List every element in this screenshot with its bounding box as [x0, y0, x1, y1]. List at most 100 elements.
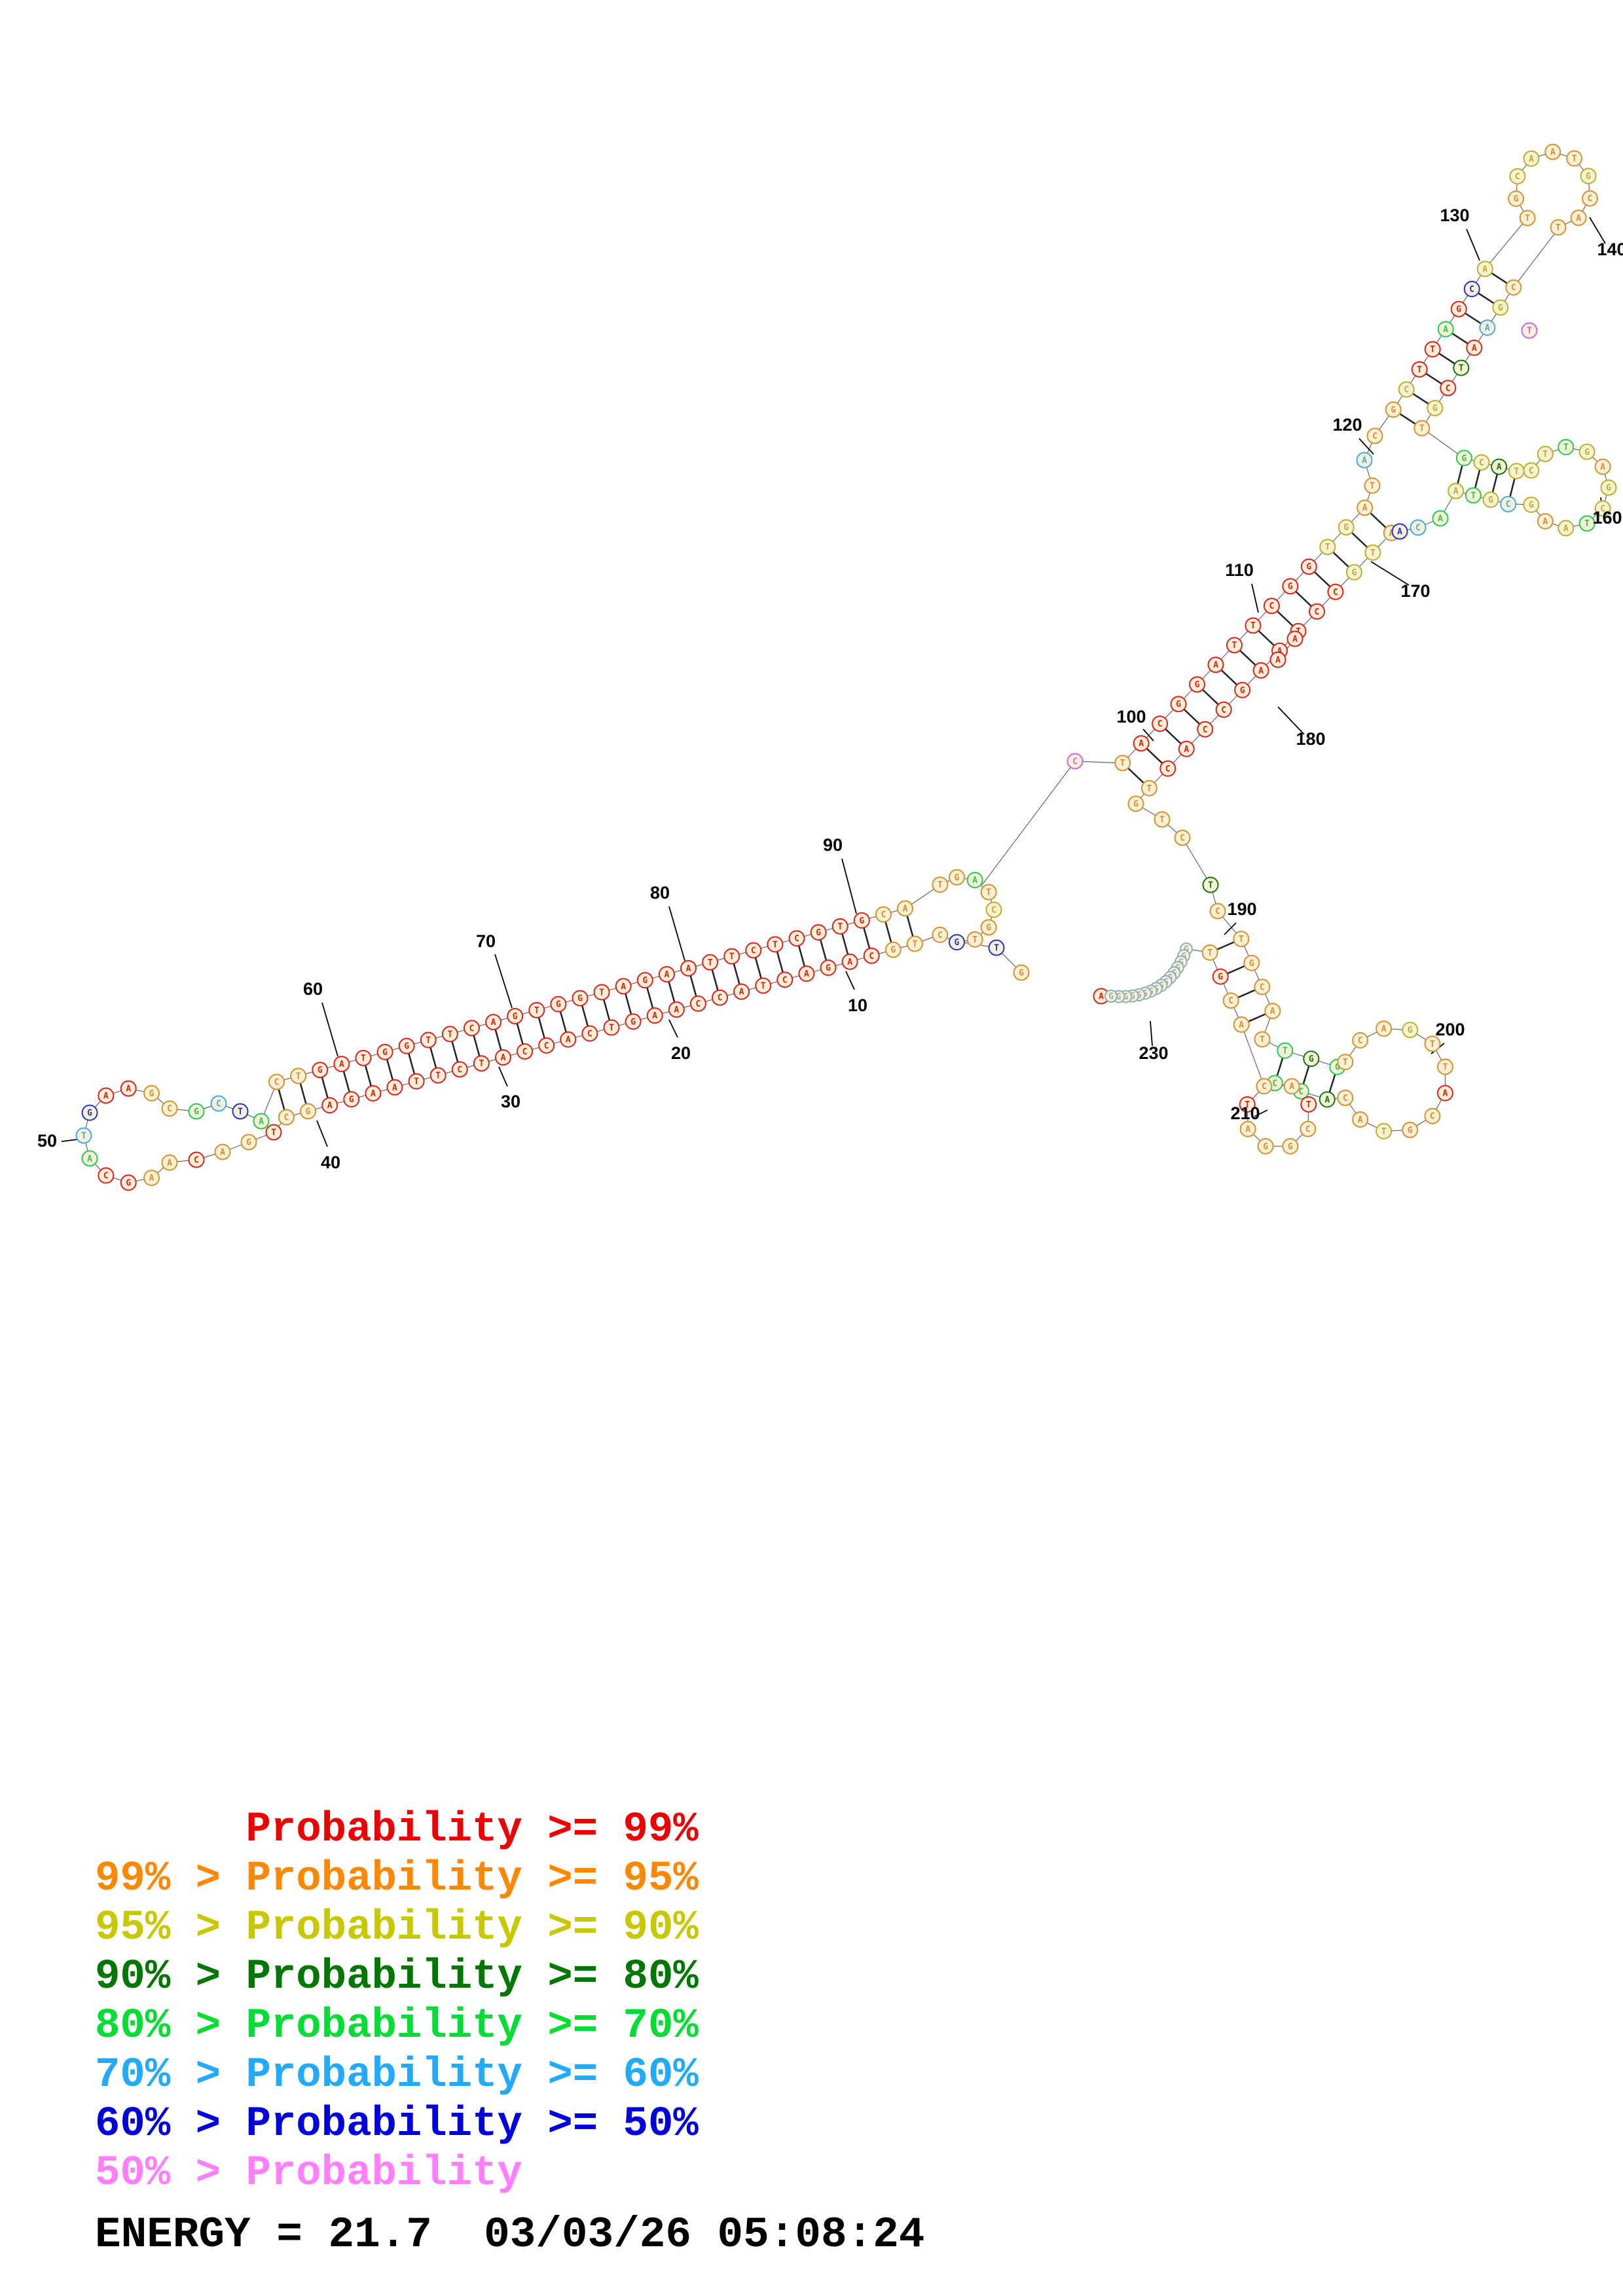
nucleotide: T	[593, 984, 610, 1001]
svg-text:G: G	[246, 1138, 251, 1148]
nucleotide: G	[572, 990, 589, 1007]
position-labels-layer: 10 20 30 40 50 60 70 80 90 100 110 120 130 140 160 170 1…	[37, 206, 1623, 1172]
svg-text:A: A	[1277, 647, 1283, 656]
nucleotide: T	[1424, 341, 1441, 358]
svg-text:T: T	[1514, 467, 1519, 476]
svg-text:A: A	[167, 1158, 172, 1168]
svg-text:A: A	[1550, 148, 1556, 158]
svg-text:G: G	[87, 1109, 92, 1119]
svg-text:G: G	[1461, 454, 1467, 463]
nucleotide: T	[1413, 420, 1431, 437]
backbone-line	[1277, 706, 1305, 735]
nucleotide: G	[1345, 564, 1362, 581]
nucleotides-layer: CCTGGAAGTAGAGTTTTCCTAAGCTCGAGCTTAGGAAAAC…	[75, 143, 1617, 1191]
nucleotide: T	[1254, 1031, 1271, 1048]
svg-text:T: T	[1459, 364, 1464, 374]
position-label-140: 140	[1597, 240, 1623, 259]
nucleotide: C	[1505, 279, 1522, 296]
svg-text:G: G	[1288, 582, 1293, 592]
nucleotide: G	[1338, 519, 1355, 536]
nucleotide: T	[1114, 755, 1131, 772]
svg-text:A: A	[1362, 503, 1368, 513]
nucleotide: C	[1256, 1078, 1273, 1095]
nucleotide: T	[1364, 544, 1381, 561]
nucleotide: A	[1252, 662, 1269, 679]
svg-text:T: T	[426, 1036, 431, 1046]
nucleotide: A	[1264, 1003, 1281, 1020]
svg-text:T: T	[1584, 519, 1590, 529]
svg-text:C: C	[284, 1113, 289, 1122]
nucleotide: T	[988, 939, 1005, 956]
svg-text:A: A	[126, 1085, 131, 1094]
svg-text:G: G	[306, 1107, 311, 1117]
svg-text:C: C	[1511, 283, 1516, 293]
svg-text:T: T	[837, 922, 843, 932]
svg-text:T: T	[994, 944, 999, 954]
svg-text:T: T	[1245, 1100, 1250, 1110]
backbone-line	[1224, 922, 1237, 935]
svg-text:T: T	[986, 888, 991, 898]
nucleotide: C	[1152, 715, 1169, 732]
nucleotide: T	[420, 1031, 437, 1049]
svg-text:A: A	[1443, 1089, 1448, 1099]
nucleotide: T	[831, 918, 848, 935]
nucleotide: A	[120, 1080, 137, 1097]
nucleotide: A	[1357, 499, 1374, 516]
backbone-line	[498, 1066, 508, 1087]
svg-text:T: T	[1120, 759, 1125, 768]
legend-line-7: 60% > Probability >= 50%	[95, 2101, 699, 2148]
svg-text:T: T	[1527, 327, 1532, 336]
svg-text:A: A	[1453, 487, 1459, 497]
svg-text:A: A	[1576, 213, 1581, 223]
backbone-line	[1484, 217, 1528, 270]
nucleotide: A	[1319, 1091, 1336, 1108]
svg-text:G: G	[1116, 992, 1122, 1002]
nucleotide: A	[333, 1056, 350, 1073]
nucleotide: C	[863, 947, 880, 964]
nucleotide: G	[1170, 696, 1187, 713]
svg-text:A: A	[1275, 656, 1281, 666]
nucleotide: T	[1233, 931, 1250, 948]
nucleotide: C	[1174, 829, 1191, 846]
svg-text:G: G	[1606, 484, 1611, 493]
nucleotide: G	[143, 1085, 160, 1102]
svg-text:G: G	[890, 946, 896, 956]
energy-text: ENERGY = 21.7 03/03/26 05:08:24	[95, 2210, 924, 2259]
svg-text:A: A	[1472, 344, 1477, 353]
position-label-110: 110	[1225, 560, 1254, 580]
nucleotide: G	[1600, 479, 1617, 496]
svg-text:C: C	[1600, 504, 1605, 514]
svg-text:A: A	[1381, 1024, 1387, 1034]
svg-text:T: T	[435, 1071, 441, 1081]
svg-text:C: C	[469, 1024, 475, 1033]
svg-text:G: G	[1218, 973, 1223, 982]
svg-text:T: T	[761, 981, 766, 991]
nucleotide: T	[1226, 637, 1243, 654]
nucleotide: C	[689, 995, 706, 1012]
svg-text:G: G	[1195, 680, 1200, 690]
svg-text:G: G	[318, 1066, 323, 1075]
backbone-line	[1466, 228, 1480, 261]
svg-text:C: C	[1269, 601, 1274, 611]
nucleotide: C	[1215, 701, 1232, 718]
nucleotide: C	[776, 971, 793, 988]
svg-text:T: T	[296, 1071, 301, 1081]
svg-text:C: C	[938, 931, 943, 941]
svg-text:G: G	[1408, 1126, 1413, 1136]
svg-text:T: T	[1260, 1035, 1265, 1045]
svg-text:T: T	[1443, 1062, 1448, 1072]
svg-text:A: A	[103, 1091, 109, 1101]
svg-text:C: C	[1165, 764, 1171, 774]
svg-text:T: T	[1381, 1127, 1387, 1137]
svg-text:G: G	[1130, 992, 1135, 1001]
nucleotide: A	[1352, 1111, 1369, 1128]
backbone-line	[1421, 427, 1465, 459]
nucleotide: G	[948, 934, 965, 951]
nucleotide: A	[1178, 740, 1195, 757]
svg-text:A: A	[1270, 1007, 1275, 1016]
legend-line-4: 90% > Probability >= 80%	[95, 1954, 699, 2001]
backbone-line	[1182, 837, 1211, 886]
backbone-line	[845, 971, 855, 990]
position-label-40: 40	[321, 1153, 340, 1172]
svg-text:T: T	[1417, 365, 1422, 375]
